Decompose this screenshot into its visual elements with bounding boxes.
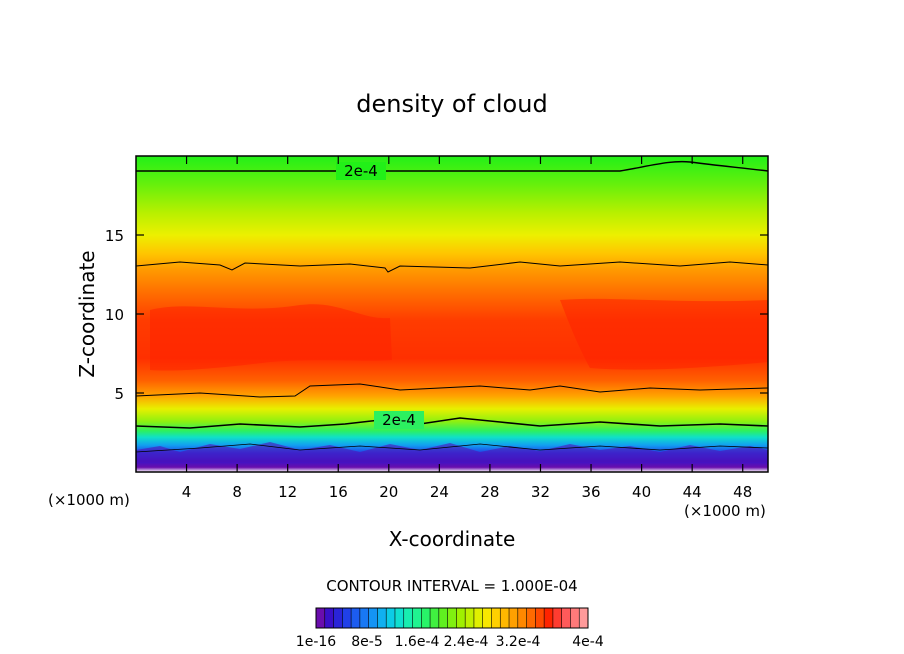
colorbar-swatch: [552, 608, 562, 628]
colorbar-swatch: [526, 608, 536, 628]
y-axis: 5 10 15: [105, 227, 768, 403]
colorbar-swatch: [333, 608, 343, 628]
colorbar-swatch: [509, 608, 519, 628]
colorbar-swatch: [447, 608, 457, 628]
y-tick-label: 10: [105, 306, 124, 324]
colorbar-swatch: [386, 608, 396, 628]
colorbar-swatch: [342, 608, 352, 628]
contour-line-middle: [136, 383, 768, 398]
colorbar-swatch: [430, 608, 440, 628]
colorbar-swatch: [324, 608, 334, 628]
colorbar-swatch: [579, 608, 589, 628]
contour-label-box-2: [374, 411, 424, 429]
contour-label-box-1: [336, 162, 386, 180]
colorbar-label: 4e-4: [572, 634, 604, 650]
colorbar-swatch: [377, 608, 387, 628]
x-tick-label: 4: [182, 483, 192, 501]
colorbar-swatch: [535, 608, 545, 628]
colorbar-swatch: [482, 608, 492, 628]
colorbar-swatch: [456, 608, 466, 628]
colorbar-swatch: [500, 608, 510, 628]
colorbar-label: 3.2e-4: [496, 634, 541, 650]
colorbar-swatch: [570, 608, 580, 628]
colorbar-labels: 1e-16 8e-5 1.6e-4 2.4e-4 3.2e-4 4e-4: [296, 634, 604, 650]
colorbar-swatch: [412, 608, 422, 628]
colorbar-label: 1.6e-4: [395, 634, 440, 650]
x-tick-label: 8: [232, 483, 242, 501]
colorbar-swatch: [403, 608, 413, 628]
colorbar-swatch: [421, 608, 431, 628]
colorbar-swatch: [368, 608, 378, 628]
colorbar-swatch: [561, 608, 571, 628]
y-tick-label: 5: [114, 385, 124, 403]
colorbar-swatch: [394, 608, 405, 628]
colorbar-swatch: [316, 608, 326, 628]
colorbar-swatch: [517, 608, 527, 628]
x-tick-label: 24: [430, 483, 449, 501]
colorbar-frame: [315, 607, 589, 629]
x-axis-unit-left: (×1000 m): [48, 491, 130, 509]
colorbar-label: 1e-16: [296, 634, 336, 650]
x-tick-label: 44: [683, 483, 702, 501]
colorbar-swatch: [359, 608, 369, 628]
contour-line-top: [136, 160, 768, 172]
x-axis: 4 8 12 16 20 24 28 32 36 40 44 48: [182, 156, 752, 501]
colorbar-swatch: [544, 608, 554, 628]
contour-label-2: 2e-4: [382, 411, 416, 429]
x-tick-label: 16: [329, 483, 348, 501]
low-level-band: [136, 442, 768, 462]
contour-interval-text: CONTOUR INTERVAL = 1.000E-04: [326, 577, 577, 595]
core-region-right: [560, 298, 768, 370]
colorbar-label: 2.4e-4: [444, 634, 489, 650]
x-tick-label: 48: [733, 483, 752, 501]
x-tick-label: 12: [278, 483, 297, 501]
colorbar-swatch: [473, 608, 484, 628]
contour-line-lower: [136, 417, 768, 429]
x-axis-unit-right: (×1000 m): [684, 502, 766, 520]
y-tick-label: 15: [105, 227, 124, 245]
x-axis-label: X-coordinate: [389, 527, 516, 551]
colorbar-swatch: [465, 608, 475, 628]
contour-line-upper: [136, 261, 768, 273]
contour-label-1: 2e-4: [344, 162, 378, 180]
plot-area: 2e-4 2e-4: [136, 156, 768, 472]
x-tick-label: 32: [531, 483, 550, 501]
x-tick-label: 40: [632, 483, 651, 501]
x-tick-label: 20: [379, 483, 398, 501]
x-tick-label: 28: [480, 483, 499, 501]
contour-line-base: [136, 443, 768, 453]
x-tick-label: 36: [581, 483, 600, 501]
colorbar-swatch: [351, 608, 361, 628]
colorbar-label: 8e-5: [351, 634, 382, 650]
colorbar-swatch: [438, 608, 448, 628]
colorbar-swatch: [491, 608, 501, 628]
colorbar: [315, 607, 589, 629]
y-axis-label: Z-coordinate: [75, 250, 99, 377]
chart-title: density of cloud: [356, 90, 547, 118]
core-region-left: [150, 304, 392, 371]
